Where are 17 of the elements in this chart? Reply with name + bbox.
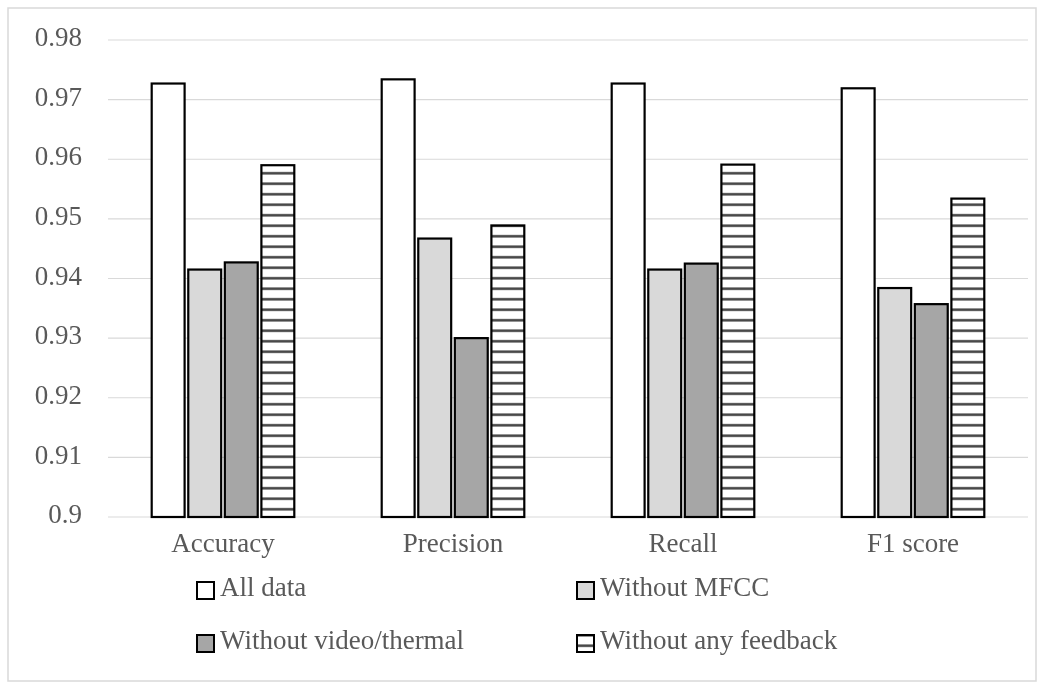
y-tick-label: 0.91 — [34, 439, 82, 470]
y-tick-label: 0.96 — [34, 141, 82, 172]
y-tick-label: 0.95 — [34, 201, 82, 232]
y-tick-label: 0.97 — [34, 81, 82, 112]
y-tick-label: 0.93 — [34, 320, 82, 351]
x-tick-label: Recall — [648, 528, 718, 559]
y-tick-label: 0.9 — [48, 499, 82, 530]
y-tick-label: 0.92 — [34, 379, 82, 410]
y-tick-label: 0.98 — [34, 22, 82, 53]
x-tick-label: Precision — [402, 528, 504, 559]
legend-label: Without any feedback — [600, 625, 838, 656]
y-tick-label: 0.94 — [34, 260, 83, 291]
x-tick-label: F1 score — [866, 528, 960, 559]
legend-label: Without MFCC — [600, 572, 770, 603]
legend-label: Without video/thermal — [220, 625, 465, 656]
x-tick-label: Accuracy — [171, 528, 276, 559]
legend-label: All data — [220, 572, 307, 603]
